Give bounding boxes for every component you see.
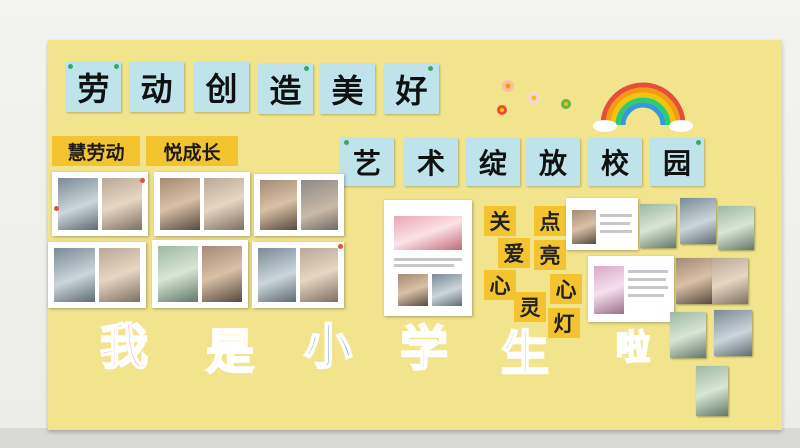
big-char-1: 我 (99, 318, 149, 376)
heart-lamp-char-4: 亮 (534, 240, 566, 270)
heart-lamp-char-1: 关 (484, 206, 516, 236)
title-char-5: 美 (320, 64, 375, 114)
heart-lamp-char-2: 点 (534, 206, 566, 236)
right-document-2 (588, 256, 674, 322)
photo-panel-5 (152, 240, 248, 308)
subtitle-char-4: 放 (526, 138, 580, 186)
heart-lamp-char-8: 灯 (548, 308, 580, 338)
heart-lamp-char-6: 心 (550, 274, 582, 304)
photo-panel-4 (48, 242, 146, 308)
subtitle-char-2: 术 (404, 138, 458, 186)
title-char-4: 造 (258, 64, 313, 114)
pin (68, 64, 73, 69)
big-char-2: 是 (205, 323, 255, 381)
subtitle-char-5: 校 (588, 138, 642, 186)
small-photo-2 (680, 198, 716, 244)
title-char-3: 创 (194, 62, 249, 112)
photo-panel-6 (252, 242, 344, 308)
pin (140, 178, 145, 183)
subtitle-char-6: 园 (650, 138, 704, 186)
small-photo-1 (640, 204, 676, 248)
title-char-2: 动 (129, 62, 184, 112)
flower-decorations (497, 80, 571, 115)
pin (428, 66, 433, 71)
label-right: 悦成长 (146, 136, 238, 166)
small-photo-7 (714, 310, 752, 356)
big-char-4: 学 (399, 320, 449, 378)
small-photo-8 (696, 366, 728, 416)
pin (54, 206, 59, 211)
heart-lamp-char-3: 爱 (498, 238, 530, 268)
small-photo-3 (718, 206, 754, 250)
heart-lamp-char-7: 灵 (514, 292, 546, 322)
photo-panel-1 (52, 172, 148, 236)
photo-panel-3 (254, 174, 344, 236)
small-photo-5 (712, 258, 748, 304)
label-left: 慧劳动 (52, 136, 140, 166)
big-char-3: 小 (303, 318, 353, 376)
small-photo-6 (670, 312, 706, 358)
small-photo-4 (676, 258, 712, 304)
subtitle-char-3: 绽 (466, 138, 520, 186)
big-char-6: 啦 (615, 327, 651, 369)
title-char-6: 好 (384, 64, 439, 114)
pin (304, 66, 309, 71)
floor (0, 428, 800, 448)
right-document-1 (566, 198, 638, 250)
subtitle-char-1: 艺 (340, 138, 394, 186)
bulletin-board: 劳 动 创 造 美 好 慧劳动 悦成长 艺 术 绽 放 校 园 (48, 40, 782, 430)
pin (696, 140, 701, 145)
photo-panel-2 (154, 172, 250, 236)
big-char-5: 生 (500, 325, 550, 383)
title-char-1: 劳 (66, 62, 121, 112)
heart-lamp-char-5: 心 (484, 270, 516, 300)
art-document (384, 200, 472, 316)
pin (114, 64, 119, 69)
pin (344, 140, 349, 145)
rainbow-decoration (593, 82, 693, 132)
pin (338, 244, 343, 249)
